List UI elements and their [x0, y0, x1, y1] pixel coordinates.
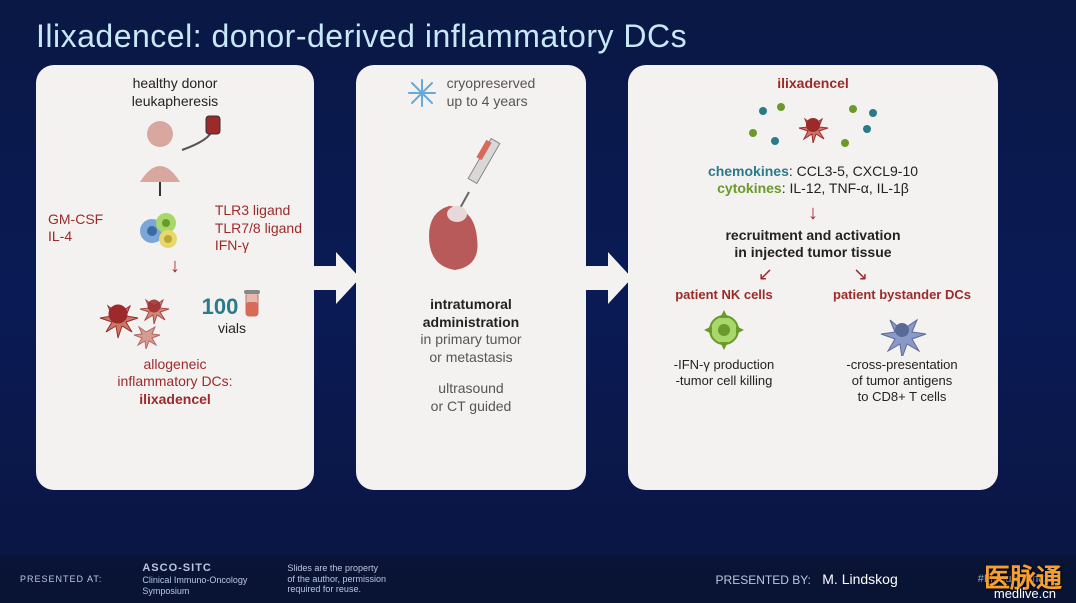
footer-disclaimer: Slides are the property of the author, p… [287, 563, 386, 595]
presented-by-label: PRESENTED BY: [716, 573, 811, 587]
p2-bot1: ultrasound [438, 380, 503, 396]
donor-illustration [100, 110, 250, 202]
chemokines-label: chemokines [708, 163, 789, 179]
nk-line2: -tumor cell killing [676, 373, 773, 388]
slide-title: Ilixadencel: donor-derived inflammatory … [36, 18, 1048, 55]
presented-at-label: PRESENTED AT: [20, 574, 102, 584]
arrow-gap-2 [586, 65, 628, 490]
p3-cyto-line: cytokines: IL-12, TNF-α, IL-1β [717, 180, 909, 198]
org3: Symposium [142, 586, 189, 596]
p2-mid1: intratumoral [430, 296, 512, 312]
recruit1: recruitment and activation [725, 227, 900, 243]
vial-icon [242, 290, 262, 320]
tlr3-label: TLR3 ligand [215, 202, 291, 218]
p3-columns: patient NK cells -IFN-γ production -tumo… [640, 287, 986, 406]
p1-left-labels: GM-CSF IL-4 [48, 211, 103, 246]
p1-top-line2: leukapheresis [132, 93, 218, 109]
p2-mid2: administration [423, 314, 519, 330]
p2-top-text: cryopreserved up to 4 years [447, 75, 536, 110]
p1-right-labels: TLR3 ligand TLR7/8 ligand IFN-γ [215, 202, 302, 255]
panel-administration: cryopreserved up to 4 years intratumoral… [356, 65, 586, 490]
p3-left-col: patient NK cells -IFN-γ production -tumo… [640, 287, 808, 406]
p2-top2: up to 4 years [447, 93, 528, 109]
presented-by: PRESENTED BY: M. Lindskog [716, 571, 898, 587]
vials-block: 100 vials [202, 290, 263, 338]
panels-row: healthy donor leukapheresis GM-CSF IL-4 [36, 65, 1048, 490]
org2: Clinical Immuno-Oncology [142, 575, 247, 585]
p2-mid: intratumoral administration in primary t… [420, 296, 521, 366]
flow-arrow-icon [310, 248, 360, 308]
p2-bot2: or CT guided [431, 398, 512, 414]
p1-bot-line1: allogeneic [143, 356, 206, 372]
nk-line1: -IFN-γ production [674, 357, 774, 372]
p2-top1: cryopreserved [447, 75, 536, 91]
panel-production: healthy donor leukapheresis GM-CSF IL-4 [36, 65, 314, 490]
slide-content: Ilixadencel: donor-derived inflammatory … [0, 0, 1076, 490]
dc-cluster-icon [88, 278, 188, 350]
p1-top-line1: healthy donor [133, 75, 218, 91]
p2-mid4: or metastasis [429, 349, 512, 365]
down-arrow-icon: ↓ [170, 255, 180, 278]
bystander-dc-icon [872, 304, 932, 356]
cytokines-text: : IL-12, TNF-α, IL-1β [782, 180, 909, 196]
p1-bot-line3: ilixadencel [139, 391, 211, 407]
disc2: of the author, permission [287, 574, 386, 584]
split-arrows: ↙ ↘ [758, 264, 868, 285]
slide-footer: PRESENTED AT: ASCO-SITC Clinical Immuno-… [0, 555, 1076, 603]
down-arrow-icon: ↓ [808, 202, 818, 225]
nk-title: patient NK cells [640, 287, 808, 303]
ifng-label: IFN-γ [215, 237, 249, 253]
nk-cell-icon [694, 304, 754, 356]
arrow-right-icon: ↘ [853, 264, 868, 285]
tlr78-label: TLR7/8 ligand [215, 220, 302, 236]
p3-title: ilixadencel [777, 75, 849, 93]
monocyte-icon [132, 203, 186, 253]
p2-top-row: cryopreserved up to 4 years [407, 75, 536, 110]
panel-mechanism: ilixadencel chemokines: CCL3-5, CXCL9-10… [628, 65, 998, 490]
p3-recruit: recruitment and activation in injected t… [725, 227, 900, 262]
disc1: Slides are the property [287, 563, 378, 573]
arrow-left-icon: ↙ [758, 264, 773, 285]
by-line2: of tumor antigens [852, 373, 952, 388]
by-line3: to CD8+ T cells [858, 389, 947, 404]
snowflake-icon [407, 78, 437, 108]
watermark-url: medlive.cn [994, 586, 1056, 601]
presenter-name: M. Lindskog [822, 571, 897, 587]
flow-arrow-icon [582, 248, 632, 308]
cytokines-label: cytokines [717, 180, 782, 196]
p1-middle-row: GM-CSF IL-4 TLR3 ligand TLR7/8 ligand IF… [48, 202, 302, 255]
p2-bot: ultrasound or CT guided [431, 380, 512, 415]
org1: ASCO-SITC [142, 562, 212, 574]
vials-count: 100 [202, 294, 239, 320]
bystander-title: patient bystander DCs [818, 287, 986, 303]
p3-right-col: patient bystander DCs -cross-presentatio… [818, 287, 986, 406]
by-line1: -cross-presentation [846, 357, 957, 372]
recruit2: in injected tumor tissue [734, 244, 891, 260]
p1-bot-line2: inflammatory DCs: [117, 373, 232, 389]
chemokines-text: : CCL3-5, CXCL9-10 [789, 163, 918, 179]
footer-org: ASCO-SITC Clinical Immuno-Oncology Sympo… [142, 562, 247, 597]
arrow-gap-1 [314, 65, 356, 490]
p1-top: healthy donor leukapheresis [132, 75, 218, 110]
gmcsf-label: GM-CSF [48, 211, 103, 227]
p2-mid3: in primary tumor [420, 331, 521, 347]
injection-illustration [401, 130, 541, 280]
disc3: required for reuse. [287, 584, 361, 594]
p1-bottom: allogeneic inflammatory DCs: ilixadencel [117, 356, 232, 409]
p3-chemo-line: chemokines: CCL3-5, CXCL9-10 [708, 163, 918, 181]
vials-label: vials [218, 320, 246, 336]
ilixadencel-release-icon [723, 93, 903, 157]
p1-dc-row: 100 vials [88, 278, 263, 350]
il4-label: IL-4 [48, 228, 72, 244]
